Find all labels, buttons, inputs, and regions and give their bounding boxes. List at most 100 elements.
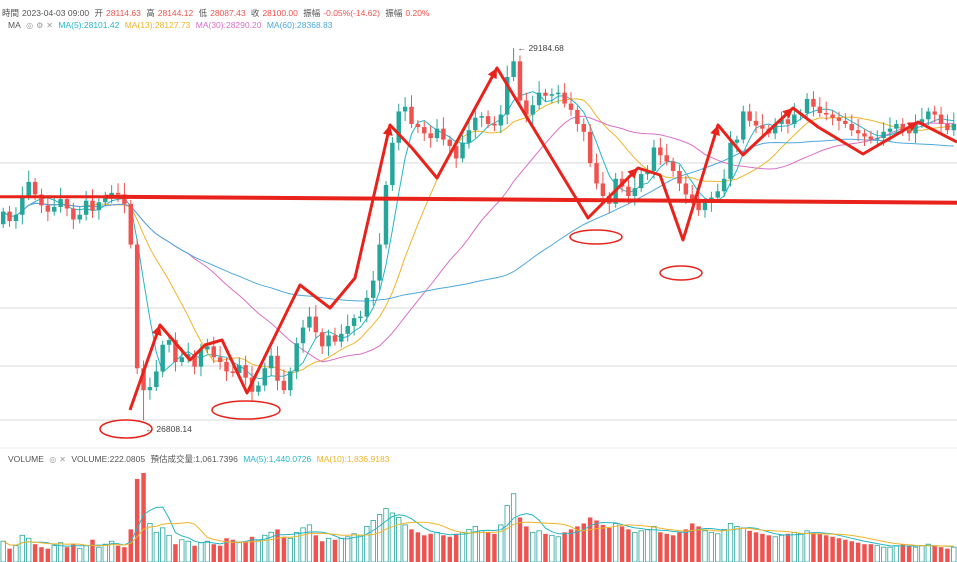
candle-body [906,130,912,134]
eye-icon[interactable]: ◎ [26,21,34,30]
volume-bar [689,523,695,562]
candle-body [862,133,867,137]
candle-body [134,244,140,369]
volume-bar [945,548,950,562]
volume-bar [77,548,83,562]
ma60-value: MA(60):28368.83 [266,20,333,30]
candle-body [830,114,835,118]
volume-bar [791,531,797,562]
eye-icon[interactable]: ◎ [49,455,57,464]
volume-bar [836,538,842,562]
candle-body [147,387,153,391]
volume-bar [447,536,453,562]
candle-body [913,123,918,134]
candle-body [154,371,159,388]
arrow-head [710,125,720,137]
candle-body [900,123,906,131]
volume-bar [409,529,414,562]
candle-body [817,106,823,113]
candle-body [364,297,370,317]
candle-body [20,196,25,215]
volume-bar [287,537,293,562]
volume-bar [217,545,223,562]
volume-bar [485,532,491,562]
volume-bar [0,540,6,562]
circle-marker [99,419,153,439]
volume-bar [855,542,861,562]
volume-bar [530,531,536,562]
ma5-value: MA(5):28101.42 [58,20,120,30]
volume-bar [32,544,38,562]
candle-body [804,98,810,113]
candle-body [256,385,261,392]
settings-icon[interactable]: ⚙ [36,21,44,30]
volume-bar [644,528,651,562]
arrow-head [151,325,162,337]
candle-body [90,200,95,211]
open-label: 开 [94,8,104,18]
volume-bar [543,533,548,562]
volume-bar [951,546,957,562]
time-value: 2023-04-03 09:00 [22,8,90,18]
candle-body [728,142,733,179]
candle-body [938,114,944,124]
candle-body [71,208,76,220]
candle-body [747,111,752,121]
volume-bar [868,544,874,562]
ma5-line [2,91,954,380]
candle-body [600,183,606,196]
candle-body [428,133,433,139]
candle-body [581,123,587,132]
close-icon[interactable]: ✕ [46,21,53,30]
volume-bar [887,546,893,562]
volume-bar [71,544,76,562]
candle-body [345,325,350,334]
close-value: 28100.00 [262,8,298,18]
volume-bar [804,530,810,562]
candle-body [587,131,593,164]
candle-body [836,117,842,121]
candle-body [300,327,306,344]
low-price-label: ← 26808.14 [146,424,193,434]
volume-bar [415,532,421,562]
candle-body [122,194,127,204]
volume-bar [192,545,197,562]
candle-body [237,365,242,373]
candle-body [594,163,599,184]
candle-body [339,333,344,342]
volume-bar [600,524,606,562]
volume-bar [441,535,446,562]
volume-bar [313,535,319,562]
volume-bar [64,547,70,562]
volume-bar [275,529,280,562]
volume-bar [90,539,95,562]
candle-body [702,202,708,211]
arrow-head [382,125,393,136]
candle-body [211,346,216,358]
close-icon[interactable]: ✕ [59,455,66,464]
close-label: 收 [250,8,260,18]
candle-body [868,136,874,140]
candle-body [179,357,185,362]
volume-bar [708,531,715,562]
candle-body [779,119,784,124]
candle-body [281,380,287,391]
candle-body [83,200,89,215]
volume-ma10: MA(10):1,836.9183 [316,454,390,464]
candle-body [638,174,644,189]
circle-marker [659,265,703,281]
candle-body [441,128,446,140]
candle-body [358,316,363,319]
candle-body [198,349,204,367]
arrow-head [487,68,497,80]
volume-bar [843,539,848,562]
volume-bar [332,539,338,562]
candle-body [524,100,529,115]
candle-body [45,205,51,212]
volume-bar [670,535,676,562]
trend-zigzag [128,66,957,411]
low-value: 28087.43 [210,8,246,18]
volume-bar [906,545,912,562]
volume-legend: VOLUME ◎ ✕ VOLUME:222.0805 預估成交量:1,061.73… [8,454,392,465]
